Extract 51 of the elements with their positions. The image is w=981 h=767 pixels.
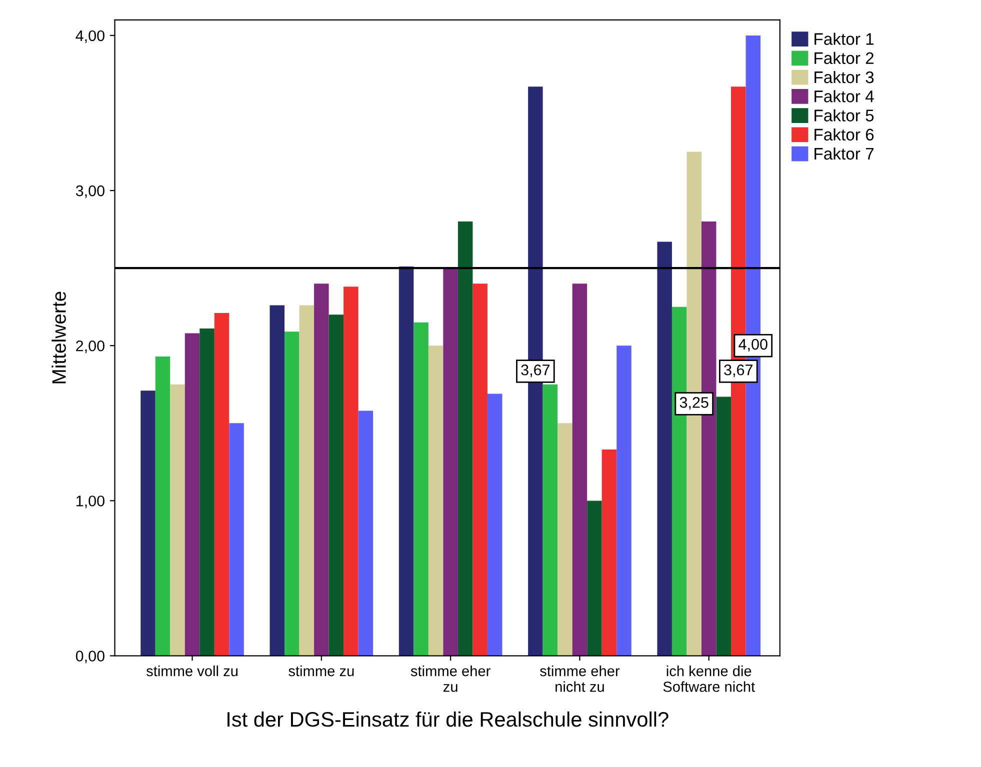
x-axis-title: Ist der DGS-Einsatz für die Realschule sinnvoll?	[228, 711, 668, 727]
legend-label: Faktor 4	[814, 90, 874, 102]
bar	[344, 286, 358, 656]
data-label: 3,67	[724, 364, 752, 378]
y-tick-label: 0,00	[76, 650, 104, 664]
bar	[214, 313, 230, 656]
bar	[472, 284, 488, 656]
legend-label: Faktor 7	[814, 147, 874, 160]
bar	[140, 390, 156, 656]
bar	[458, 222, 473, 656]
bar	[155, 356, 170, 656]
bar	[657, 242, 672, 656]
bar	[314, 284, 329, 656]
x-tick-label: stimme zu	[288, 666, 354, 676]
x-tick-label: ich kenne die Software nicht	[663, 666, 755, 692]
data-label: 4,00	[738, 338, 768, 352]
legend-label: Faktor 1	[814, 32, 874, 45]
bar	[184, 333, 200, 656]
legend-label: Faktor 3	[814, 70, 874, 84]
y-tick-label: 2,00	[76, 340, 104, 354]
bar	[558, 423, 572, 656]
bar	[170, 384, 185, 656]
x-tick-label: stimme voll zu	[146, 666, 238, 676]
bar	[398, 266, 414, 656]
data-label: 3,25	[680, 397, 708, 410]
bar	[572, 284, 588, 656]
bar	[602, 450, 617, 656]
data-label: 3,67	[521, 364, 550, 378]
y-tick-label: 4,00	[76, 30, 104, 43]
bar	[443, 268, 458, 656]
y-axis-title: Mittelwerte	[52, 292, 66, 384]
legend-label: Faktor 5	[814, 109, 874, 122]
x-tick-label: stimme eher nicht zu	[540, 666, 620, 692]
bar	[587, 500, 602, 656]
bar	[428, 346, 444, 656]
legend-label: Faktor 2	[814, 52, 874, 64]
bar	[299, 305, 314, 656]
bar	[200, 328, 214, 656]
y-tick-label: 1,00	[76, 496, 104, 508]
bar	[616, 346, 632, 656]
bar	[229, 423, 244, 656]
bar	[414, 322, 428, 656]
bar	[716, 396, 732, 656]
bar	[487, 394, 502, 656]
bar	[270, 305, 285, 656]
bar	[284, 332, 300, 656]
bar	[358, 410, 374, 656]
y-tick-label: 3,00	[76, 185, 104, 198]
legend-label: Faktor 6	[814, 128, 874, 141]
x-tick-label: stimme eher zu	[410, 666, 490, 692]
bar	[328, 314, 344, 656]
